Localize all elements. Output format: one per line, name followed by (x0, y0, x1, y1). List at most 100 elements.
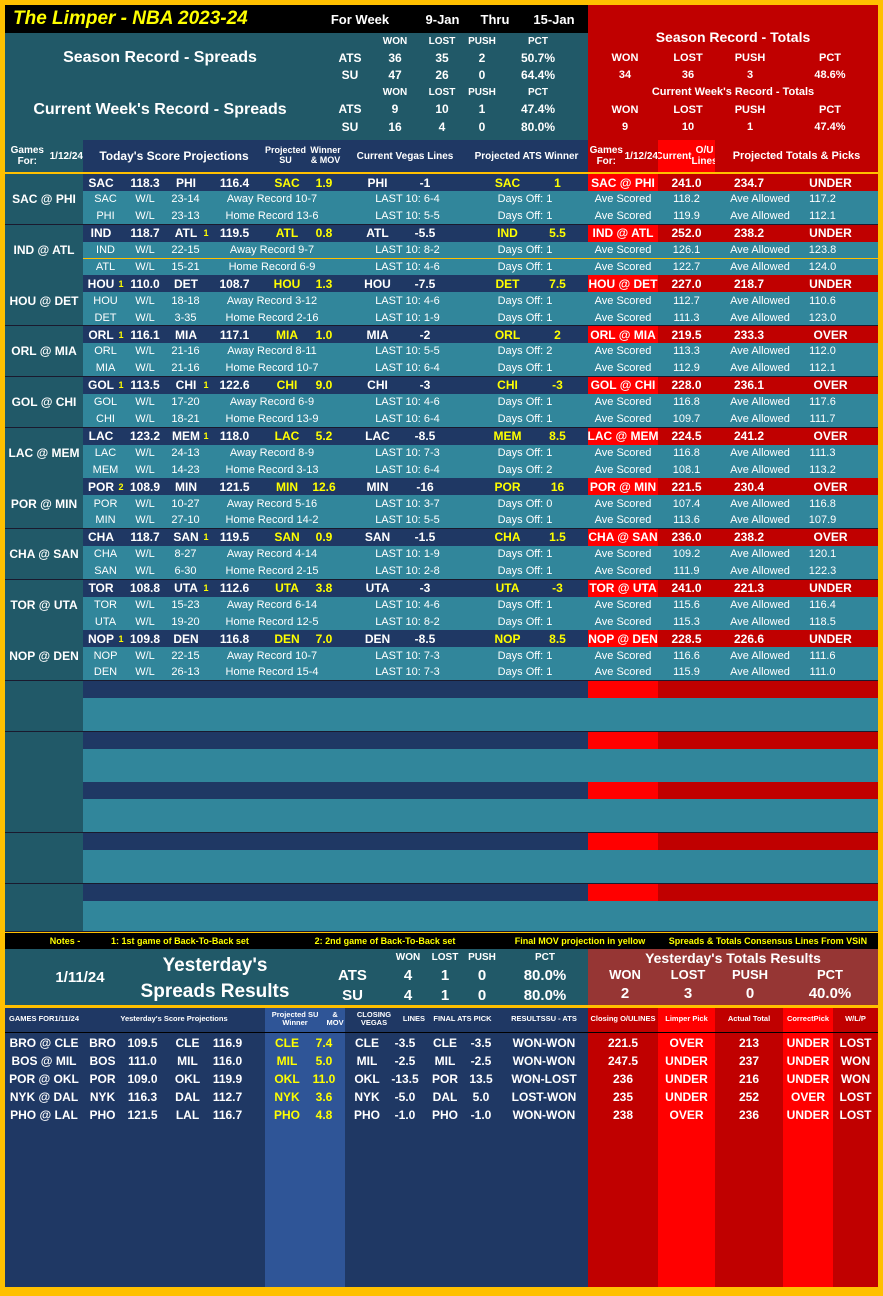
wl-record: 6-30 (174, 565, 197, 578)
yest-wlp-header: W/L/P (833, 1008, 878, 1030)
correct-pick: OVER (790, 1090, 825, 1104)
last-10: LAST 10: 4-6 (375, 598, 440, 611)
score-away: 118.7 (130, 226, 160, 241)
yesterday-spreads-panel (5, 949, 588, 1005)
closing-ou: 238 (612, 1108, 634, 1122)
last-10: LAST 10: 8-2 (375, 244, 440, 257)
ou-line: 221.5 (658, 478, 715, 496)
row-separator (5, 426, 878, 428)
wl-record: 18-18 (171, 294, 200, 307)
yest-matchup: BOS @ MIL (11, 1054, 77, 1068)
line-team: CHI (367, 378, 388, 393)
stat-push: 1 (746, 121, 754, 133)
days-off: Days Off: 1 (497, 193, 553, 206)
ave-scored: 111.3 (673, 311, 700, 324)
ou-line: 252.0 (658, 224, 715, 242)
ats-pick-value: 5.0 (472, 1090, 490, 1104)
ave-scored-label: Ave Scored (594, 446, 652, 459)
ats-winner: NOP (494, 631, 521, 646)
su-mov: 5.0 (315, 1054, 333, 1068)
ave-scored-label: Ave Scored (594, 497, 652, 510)
su-winner: SAN (274, 530, 300, 545)
games-for-label: Games For: (10, 145, 44, 167)
empty-red-cell (658, 833, 878, 851)
team-away: HOU (87, 276, 115, 291)
projection-row (83, 427, 588, 445)
home-away-record: Away Record 8-11 (227, 345, 317, 358)
col-header: PUSH (734, 103, 766, 116)
team-code: POR (93, 497, 118, 510)
proj-su-label: Projected SU (265, 145, 307, 165)
wl-label: W/L (135, 548, 155, 561)
wl-label: W/L (135, 244, 155, 257)
yest-correct-header: Correct Pick (783, 1008, 833, 1030)
wl-label: W/L (135, 260, 155, 273)
line-team: MIA (366, 327, 389, 342)
su-winner: SAC (274, 175, 300, 190)
projected-total: 233.3 (715, 326, 783, 344)
home-away-record: Away Record 10-7 (226, 649, 318, 662)
stat-push: 0 (478, 120, 486, 134)
wl-label: W/L (135, 345, 155, 358)
ave-allowed-label: Ave Allowed (730, 548, 790, 561)
row-separator (5, 680, 878, 681)
days-off: Days Off: 2 (497, 463, 553, 476)
ave-allowed-label: Ave Allowed (730, 598, 790, 611)
su-winner: NYK (274, 1090, 300, 1104)
col-header: PCT (817, 966, 843, 982)
games-for-label: Games For: (589, 145, 623, 167)
stat-lost: 10 (435, 102, 449, 116)
yest-results-header-l1: RESULTS (511, 1013, 546, 1023)
ou-line: 236.0 (658, 528, 715, 546)
games-date: 1/12/24 (624, 150, 658, 162)
stat-push: 1 (478, 102, 486, 116)
home-away-record: Home Record 13-9 (225, 412, 319, 425)
score-home: 116.8 (219, 631, 250, 646)
row-separator (5, 883, 878, 884)
empty-red-cell (588, 731, 658, 749)
team-detail-row (83, 343, 878, 360)
wlp-result: LOST (839, 1036, 872, 1050)
projection-row (83, 275, 588, 293)
wl-label: W/L (135, 463, 155, 476)
su-mov: 3.8 (315, 581, 333, 596)
ave-allowed: 116.4 (809, 598, 836, 611)
ou-line: 227.0 (658, 275, 715, 293)
ats-value: 5.5 (549, 226, 566, 241)
ave-allowed: 113.2 (809, 463, 836, 476)
last-10: LAST 10: 2-8 (375, 565, 440, 578)
team-detail-row (83, 309, 878, 326)
ave-scored-label: Ave Scored (594, 615, 652, 628)
days-off: Days Off: 1 (497, 362, 553, 375)
vegas-line: -5.5 (414, 226, 436, 241)
projection-row (83, 478, 588, 496)
wl-record: 18-21 (171, 412, 200, 425)
b2b-note (202, 174, 210, 191)
team-home: LAL (175, 1108, 200, 1122)
stat-lost: 1 (440, 986, 450, 1004)
projection-row (83, 579, 588, 597)
yesterday-date: 1/11/24 (55, 968, 105, 986)
team-detail-row (83, 613, 878, 631)
team-detail-row (83, 207, 878, 225)
stat-pct: 50.7% (520, 50, 556, 65)
wl-label: W/L (135, 396, 155, 409)
team-detail-row (83, 191, 878, 208)
ave-allowed-label: Ave Allowed (730, 463, 790, 476)
team-detail-row (83, 359, 878, 377)
ave-scored-label: Ave Scored (594, 514, 652, 527)
score-home: 122.6 (219, 378, 250, 393)
team-home: CLE (175, 1036, 200, 1050)
stat-pct: 80.0% (523, 966, 567, 984)
score-home: 112.7 (212, 1090, 243, 1104)
total-pick: UNDER (783, 630, 878, 648)
projection-row (83, 224, 588, 242)
note-1: 1: 1st game of Back-To-Back set (111, 936, 249, 946)
vegas-line: -2 (419, 327, 431, 342)
row-separator (5, 629, 878, 631)
ave-allowed-label: Ave Allowed (730, 260, 790, 273)
last-10: LAST 10: 4-6 (375, 396, 440, 409)
projection-row (83, 376, 588, 394)
score-home: 121.5 (219, 479, 250, 494)
team-code: SAC (94, 193, 117, 206)
